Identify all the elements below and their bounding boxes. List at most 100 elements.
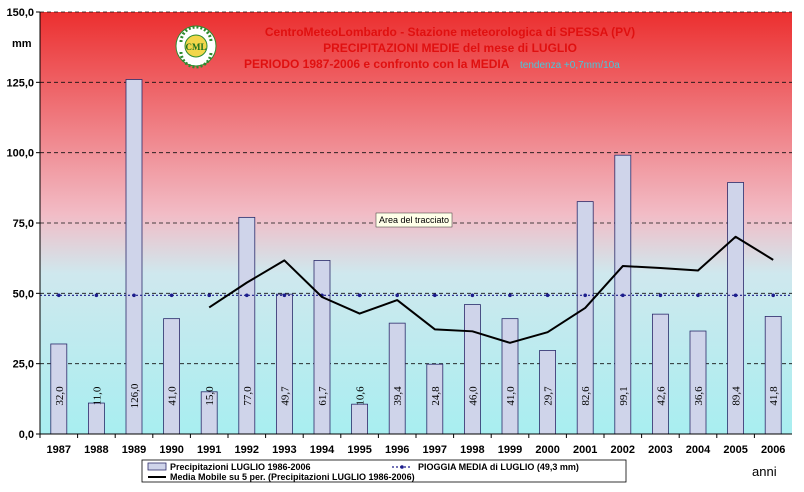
x-tick-label: 1998 [460, 444, 484, 456]
x-tick-label: 1997 [423, 444, 447, 456]
trend-note: tendenza +0,7mm/10a [520, 60, 620, 71]
y-tick-label: 0,0 [19, 429, 34, 441]
bar-value-label: 82,6 [580, 386, 592, 406]
title-line-3: PERIODO 1987-2006 e confronto con la MED… [244, 57, 510, 71]
bar-value-label: 41,0 [505, 386, 517, 406]
x-tick-label: 1989 [122, 444, 146, 456]
x-tick-label: 2003 [648, 444, 672, 456]
bar-value-label: 89,4 [731, 386, 743, 406]
mean-marker [583, 293, 587, 298]
tooltip-text: Area del tracciato [379, 215, 449, 225]
moving-average-line [208, 235, 774, 344]
bar-1995 [351, 403, 369, 435]
x-tick-label: 2005 [723, 444, 747, 456]
bar-value-label: 46,0 [467, 386, 479, 406]
x-tick-label: 2006 [761, 444, 785, 456]
mean-marker [470, 293, 475, 298]
bar-value-label: 24,8 [430, 386, 442, 406]
mean-marker [132, 293, 136, 298]
bar-1994 [313, 260, 331, 435]
title-line-1: CentroMeteoLombardo - Stazione meteorolo… [265, 25, 635, 39]
x-tick-label: 2002 [611, 444, 635, 456]
mean-marker [658, 293, 663, 298]
bar-1990 [163, 318, 181, 435]
x-tick-label: 1992 [235, 444, 259, 456]
mean-marker [395, 293, 400, 298]
bar-value-label: 39,4 [392, 386, 404, 406]
bar-value-label: 42,6 [655, 386, 667, 406]
y-axis-label: mm [12, 38, 32, 50]
x-tick-label: 2000 [535, 444, 559, 456]
legend-moving-avg-label: Media Mobile su 5 per. (Precipitazioni L… [170, 472, 415, 482]
mean-marker [357, 293, 362, 298]
x-tick-label: 2004 [686, 444, 711, 456]
x-tick-label: 1988 [84, 444, 108, 456]
bar-value-label: 99,1 [618, 386, 630, 405]
y-tick-label: 50,0 [13, 288, 34, 300]
bar-value-label: 32,0 [54, 386, 66, 406]
bar-value-label: 11,0 [91, 386, 103, 405]
mean-marker [207, 293, 211, 298]
bar-value-label: 29,7 [543, 386, 555, 406]
legend-bar-swatch [147, 462, 167, 471]
mean-line [40, 293, 792, 298]
bar-1989 [125, 79, 143, 435]
bar-1998 [463, 304, 481, 435]
legend-bar-label: Precipitazioni LUGLIO 1986-2006 [170, 462, 311, 472]
plot-area-tooltip: Area del tracciato [375, 212, 453, 228]
mean-marker [545, 293, 550, 298]
mean-marker [245, 293, 249, 298]
cml-logo: CML [175, 25, 217, 69]
legend: Precipitazioni LUGLIO 1986-2006 Media Mo… [141, 459, 627, 483]
y-tick-label: 75,0 [13, 218, 34, 230]
mean-marker [282, 293, 287, 298]
x-axis-label: anni [752, 464, 777, 479]
title-line-2: PRECIPITAZIONI MEDIE del mese di LUGLIO [323, 41, 577, 55]
bar-value-label: 61,7 [317, 386, 329, 406]
bar-2003 [652, 313, 669, 435]
x-tick-labels: 1987 1988 1989 1990 1991 1992 1993 1994 1995 1996… [39, 434, 785, 456]
y-tick-label: 125,0 [6, 77, 34, 89]
bar-value-label: 126,0 [129, 383, 141, 408]
x-tick-label: 1987 [47, 444, 71, 456]
bar-value-label: 15,0 [204, 386, 216, 406]
mean-marker [169, 293, 174, 298]
x-tick-label: 1991 [197, 444, 221, 456]
bar-1993 [275, 293, 293, 435]
x-tick-label: 1990 [159, 444, 183, 456]
bar-value-label: 36,6 [693, 386, 705, 406]
x-tick-label: 2001 [573, 444, 597, 456]
bar-2004 [689, 330, 707, 435]
bar-value-label: 49,7 [279, 386, 291, 406]
x-tick-label: 1993 [272, 444, 296, 456]
bar-1988 [88, 402, 105, 435]
x-tick-label: 1999 [498, 444, 522, 456]
bar-1999 [501, 318, 519, 435]
y-tick-label: 150,0 [6, 7, 34, 19]
y-tick-labels: 0,0 25,0 50,0 75,0 100,0 125,0 150,0 [6, 7, 40, 441]
mean-marker [733, 293, 738, 298]
logo-center-text: CML [186, 42, 207, 52]
moving-average-path [208, 235, 774, 344]
mean-marker [696, 293, 700, 298]
x-tick-label: 1996 [385, 444, 409, 456]
mean-marker [771, 293, 775, 298]
bar-value-label: 41,8 [768, 386, 780, 406]
bar-2006 [764, 316, 782, 435]
x-tick-label: 1995 [347, 444, 371, 456]
bar-value-label: 41,0 [167, 386, 179, 406]
legend-box [141, 459, 627, 483]
y-tick-label: 100,0 [6, 148, 34, 160]
bar-1996 [388, 322, 406, 435]
legend-mean-marker [400, 465, 404, 469]
mean-marker [433, 293, 437, 298]
x-tick-label: 1994 [310, 444, 335, 456]
mean-marker [57, 293, 61, 298]
mean-marker [94, 293, 99, 298]
bar-value-label: 77,0 [242, 386, 254, 406]
legend-mean-label: PIOGGIA MEDIA di LUGLIO (49,3 mm) [418, 462, 579, 472]
y-tick-label: 25,0 [13, 359, 34, 371]
bar-value-label: 10,6 [355, 386, 367, 406]
bar-labels: 32,0 11,0 126,0 41,0 15,0 77,0 49,7 61,7 10,6 39,… [54, 383, 780, 408]
